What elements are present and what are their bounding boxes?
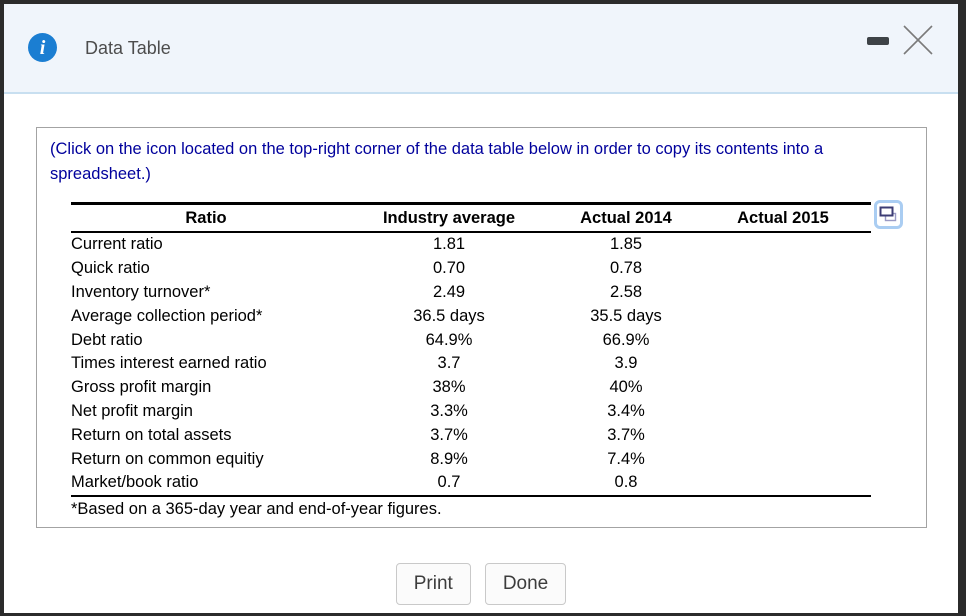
- cell-ratio: Net profit margin: [71, 401, 193, 420]
- cell-industry-average: 3.7%: [430, 425, 468, 444]
- cell-ratio: Gross profit margin: [71, 378, 212, 397]
- cell-actual-2014: 0.78: [609, 259, 643, 278]
- dialog-title: Data Table: [85, 38, 171, 58]
- cell-ratio: Quick ratio: [71, 259, 150, 278]
- column-header-actual-2015: Actual 2015: [737, 208, 829, 227]
- cell-ratio: Return on common equitiy: [71, 449, 264, 468]
- cell-actual-2014: 1.85: [609, 235, 643, 254]
- minimize-icon[interactable]: [867, 37, 889, 45]
- cell-industry-average: 3.3%: [430, 401, 468, 420]
- table-row: Inventory turnover* 2.49 2.58: [71, 281, 871, 305]
- cell-actual-2014: 2.58: [609, 282, 643, 301]
- cell-ratio: Inventory turnover*: [71, 282, 211, 301]
- content-panel: (Click on the icon located on the top-ri…: [36, 127, 927, 528]
- done-button[interactable]: Done: [484, 563, 567, 605]
- cell-industry-average: 64.9%: [425, 330, 473, 349]
- column-header-actual-2014: Actual 2014: [580, 208, 672, 227]
- cell-industry-average: 8.9%: [430, 449, 468, 468]
- cell-actual-2014: 7.4%: [607, 449, 645, 468]
- table-row: Return on common equitiy 8.9% 7.4%: [71, 447, 871, 471]
- column-header-ratio: Ratio: [185, 208, 227, 227]
- cell-industry-average: 2.49: [432, 282, 466, 301]
- cell-actual-2014: 3.4%: [607, 401, 645, 420]
- table-row: Debt ratio 64.9% 66.9%: [71, 328, 871, 352]
- cell-ratio: Debt ratio: [71, 330, 143, 349]
- cell-actual-2014: 40%: [609, 378, 643, 397]
- cell-industry-average: 0.70: [432, 259, 466, 278]
- column-header-industry-average: Industry average: [382, 208, 516, 227]
- table-row: Times interest earned ratio 3.7 3.9: [71, 352, 871, 376]
- cell-actual-2014: 3.9: [614, 354, 638, 373]
- cell-industry-average: 36.5 days: [413, 306, 485, 325]
- cell-industry-average: 0.7: [437, 473, 461, 492]
- dialog-actions: Print Done: [4, 563, 958, 605]
- info-icon-glyph: i: [39, 36, 46, 59]
- data-table: Ratio Industry average Actual 2014 Actua…: [71, 200, 903, 519]
- close-icon[interactable]: [898, 20, 938, 60]
- table-row: Net profit margin 3.3% 3.4%: [71, 400, 871, 424]
- cell-ratio: Current ratio: [71, 235, 163, 254]
- table-row: Current ratio 1.81 1.85: [71, 233, 871, 257]
- cell-ratio: Market/book ratio: [71, 473, 199, 492]
- cell-actual-2014: 3.7%: [607, 425, 645, 444]
- copy-table-icon[interactable]: [874, 200, 903, 229]
- table-row: Gross profit margin 38% 40%: [71, 376, 871, 400]
- table-header-row: Ratio Industry average Actual 2014 Actua…: [71, 202, 871, 233]
- table-row: Market/book ratio 0.7 0.8: [71, 471, 871, 495]
- cell-actual-2014: 66.9%: [602, 330, 650, 349]
- print-button[interactable]: Print: [395, 563, 471, 605]
- cell-ratio: Average collection period*: [71, 306, 263, 325]
- table-row: Average collection period* 36.5 days 35.…: [71, 304, 871, 328]
- cell-ratio: Times interest earned ratio: [71, 354, 267, 373]
- table-footnote: *Based on a 365-day year and end-of-year…: [71, 499, 442, 518]
- instruction-text: (Click on the icon located on the top-ri…: [50, 140, 824, 183]
- cell-industry-average: 38%: [432, 378, 466, 397]
- table-row: Return on total assets 3.7% 3.7%: [71, 423, 871, 447]
- info-icon: i: [28, 33, 57, 62]
- cell-ratio: Return on total assets: [71, 425, 232, 444]
- cell-industry-average: 3.7: [437, 354, 461, 373]
- cell-actual-2014: 0.8: [614, 473, 638, 492]
- table-row: Quick ratio 0.70 0.78: [71, 257, 871, 281]
- table-body: Current ratio 1.81 1.85 Quick ratio 0.70…: [71, 233, 871, 497]
- dialog-header: i Data Table: [4, 4, 958, 94]
- cell-industry-average: 1.81: [432, 235, 466, 254]
- cell-actual-2014: 35.5 days: [590, 306, 662, 325]
